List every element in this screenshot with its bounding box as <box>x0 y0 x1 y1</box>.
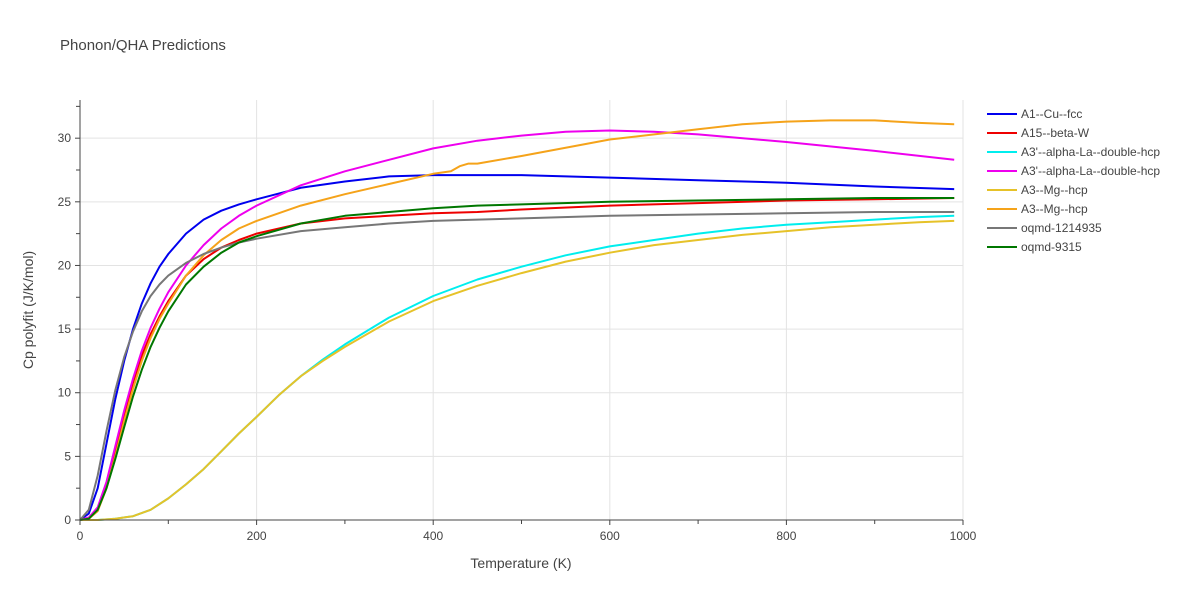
x-axis-label: Temperature (K) <box>470 555 571 571</box>
legend[interactable]: A1--Cu--fcc A15--beta-W A3'--alpha-La--dou… <box>987 107 1160 254</box>
y-tick-label: 15 <box>58 322 72 336</box>
y-tick-label: 5 <box>64 449 71 463</box>
series-group <box>79 119 955 521</box>
series-line-4 <box>80 219 955 521</box>
grid <box>79 100 964 520</box>
series-line-0 <box>79 174 955 521</box>
legend-item-1[interactable]: A15--beta-W <box>987 126 1090 140</box>
y-tick-label: 20 <box>58 258 72 272</box>
series-line-1 <box>79 197 955 521</box>
y-tick-label: 30 <box>58 131 72 145</box>
series-line-5 <box>79 119 955 521</box>
y-tick-label: 10 <box>58 386 72 400</box>
legend-item-5[interactable]: A3--Mg--hcp <box>987 202 1088 216</box>
series-line-6 <box>79 211 955 521</box>
series-line-7 <box>79 197 955 521</box>
chart-title: Phonon/QHA Predictions <box>60 37 226 54</box>
x-tick-label: 200 <box>247 529 267 543</box>
x-tick-label: 1000 <box>950 529 977 543</box>
legend-item-2[interactable]: A3'--alpha-La--double-hcp <box>987 145 1160 159</box>
legend-label: oqmd-9315 <box>1021 240 1082 254</box>
x-tick-label: 800 <box>776 529 796 543</box>
y-tick-label: 25 <box>58 195 72 209</box>
legend-item-6[interactable]: oqmd-1214935 <box>987 221 1102 235</box>
x-tick-label: 600 <box>600 529 620 543</box>
legend-item-4[interactable]: A3--Mg--hcp <box>987 183 1088 197</box>
axes: 0 200 400 600 800 1000 0 5 10 15 20 25 30 <box>58 100 977 543</box>
series-line-3 <box>79 129 955 521</box>
legend-item-0[interactable]: A1--Cu--fcc <box>987 107 1082 121</box>
x-tick-label: 400 <box>423 529 443 543</box>
y-axis-label: Cp polyfit (J/K/mol) <box>20 251 36 369</box>
legend-item-7[interactable]: oqmd-9315 <box>987 240 1082 254</box>
legend-label: A3'--alpha-La--double-hcp <box>1021 145 1160 159</box>
legend-label: A1--Cu--fcc <box>1021 107 1082 121</box>
legend-label: oqmd-1214935 <box>1021 221 1102 235</box>
legend-label: A3--Mg--hcp <box>1021 183 1088 197</box>
legend-label: A3'--alpha-La--double-hcp <box>1021 164 1160 178</box>
y-tick-label: 0 <box>64 513 71 527</box>
legend-item-3[interactable]: A3'--alpha-La--double-hcp <box>987 164 1160 178</box>
x-tick-label: 0 <box>77 529 84 543</box>
legend-label: A3--Mg--hcp <box>1021 202 1088 216</box>
legend-label: A15--beta-W <box>1021 126 1090 140</box>
